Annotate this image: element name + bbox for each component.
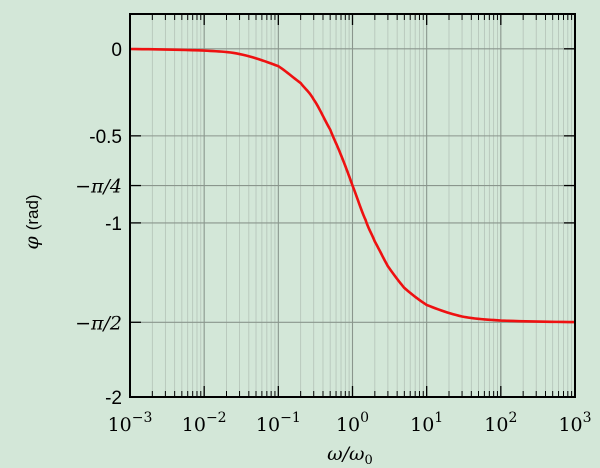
plot-frame bbox=[129, 13, 576, 398]
x-tick-label: 103 bbox=[558, 410, 591, 436]
y-tick-label: -0.5 bbox=[89, 127, 122, 148]
y-tick-labels: 0 -0.5 −π/4 -1 −π/2 -2 bbox=[75, 40, 122, 409]
minor-grid bbox=[151, 14, 573, 397]
x-tick-label: 10−1 bbox=[256, 410, 301, 436]
y-tick-label: −π/4 bbox=[75, 176, 122, 198]
x-tick-label: 100 bbox=[336, 410, 369, 436]
y-tick-label: 0 bbox=[111, 40, 122, 61]
x-tick-labels: 10−3 10−2 10−1 100 101 102 103 bbox=[108, 410, 592, 436]
phase-curve bbox=[129, 47, 576, 324]
x-tick-label: 101 bbox=[410, 410, 443, 436]
svg-text:φ(rad): φ(rad) bbox=[21, 194, 43, 249]
x-axis-title: ω/ω0 bbox=[327, 443, 373, 468]
y-axis-title: φ(rad) bbox=[21, 194, 43, 249]
x-tick-label: 10−3 bbox=[108, 410, 153, 436]
x-tick-label: 102 bbox=[484, 410, 517, 436]
y-tick-label: −π/2 bbox=[75, 312, 122, 334]
y-tick-label: -1 bbox=[105, 214, 122, 235]
y-tick-label: -2 bbox=[105, 388, 122, 409]
x-tick-label: 10−2 bbox=[182, 410, 227, 436]
